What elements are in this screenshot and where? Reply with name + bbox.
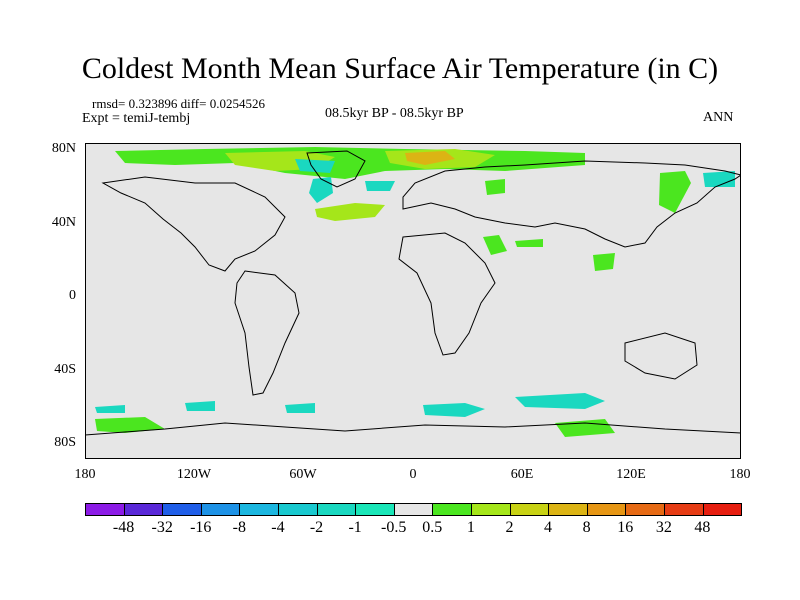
colorbar-box <box>432 503 472 516</box>
colorbar-label: -2 <box>309 519 324 536</box>
colorbar-box <box>702 503 743 516</box>
colorbar-label: -16 <box>190 519 212 536</box>
lat-label-40N: 40N <box>51 215 76 230</box>
lat-label-80N: 80N <box>51 141 76 156</box>
season-label: ANN <box>703 110 734 125</box>
colorbar-label: -32 <box>151 519 173 536</box>
lon-label-60e: 60E <box>510 467 534 482</box>
colorbar-label: -1 <box>348 519 362 536</box>
colorbar-label: 0.5 <box>422 519 443 536</box>
colorbar-box <box>625 503 665 516</box>
lat-label-80S: 80S <box>54 435 76 450</box>
colorbar-label: -4 <box>271 519 285 536</box>
colorbar-label: 16 <box>617 519 634 536</box>
colorbar-label: 48 <box>694 519 711 536</box>
stats-text: rmsd= 0.323896 diff= 0.0254526 <box>92 96 265 111</box>
colorbar-box <box>509 503 550 516</box>
lon-label-0: 0 <box>409 467 417 482</box>
map-title: Coldest Month Mean Surface Air Temperatu… <box>81 52 719 85</box>
map-frame <box>85 143 741 459</box>
lon-label-180w: 180 <box>74 467 96 482</box>
colorbar-label: -48 <box>112 519 135 536</box>
lat-label-0: 0 <box>69 288 76 303</box>
colorbar-label: 1 <box>466 519 475 536</box>
colorbar-box <box>316 503 357 516</box>
lon-label-120w: 120W <box>176 467 212 482</box>
colorbar-box <box>663 503 704 516</box>
colorbar-label: -8 <box>232 519 246 536</box>
colorbar-box <box>200 503 241 516</box>
colorbar-label: 8 <box>582 519 591 536</box>
period-label: 08.5kyr BP - 08.5kyr BP <box>325 106 464 121</box>
colorbar-box <box>586 503 627 516</box>
colorbar-label: 32 <box>655 519 672 536</box>
map-background <box>85 143 741 459</box>
colorbar-box <box>470 503 511 516</box>
lat-label-40S: 40S <box>54 362 76 377</box>
colorbar-box <box>393 503 434 516</box>
anomaly-fills <box>95 147 735 437</box>
colorbar-box <box>123 503 164 516</box>
lon-label-180e: 180 <box>729 467 751 482</box>
colorbar-box <box>355 503 395 516</box>
colorbar <box>85 503 743 516</box>
colorbar-label: 2 <box>505 519 514 536</box>
colorbar-box <box>548 503 588 516</box>
colorbar-box <box>162 503 202 516</box>
coastlines <box>85 150 741 436</box>
colorbar-label: -0.5 <box>381 519 407 536</box>
temperature-map <box>85 143 741 459</box>
colorbar-label: 4 <box>544 519 553 536</box>
colorbar-box <box>277 503 318 516</box>
lon-label-60w: 60W <box>289 467 317 482</box>
colorbar-box <box>239 503 279 516</box>
experiment-label: Expt = temiJ-tembj <box>82 111 191 126</box>
lon-label-120e: 120E <box>616 467 646 482</box>
colorbar-box <box>85 503 125 516</box>
